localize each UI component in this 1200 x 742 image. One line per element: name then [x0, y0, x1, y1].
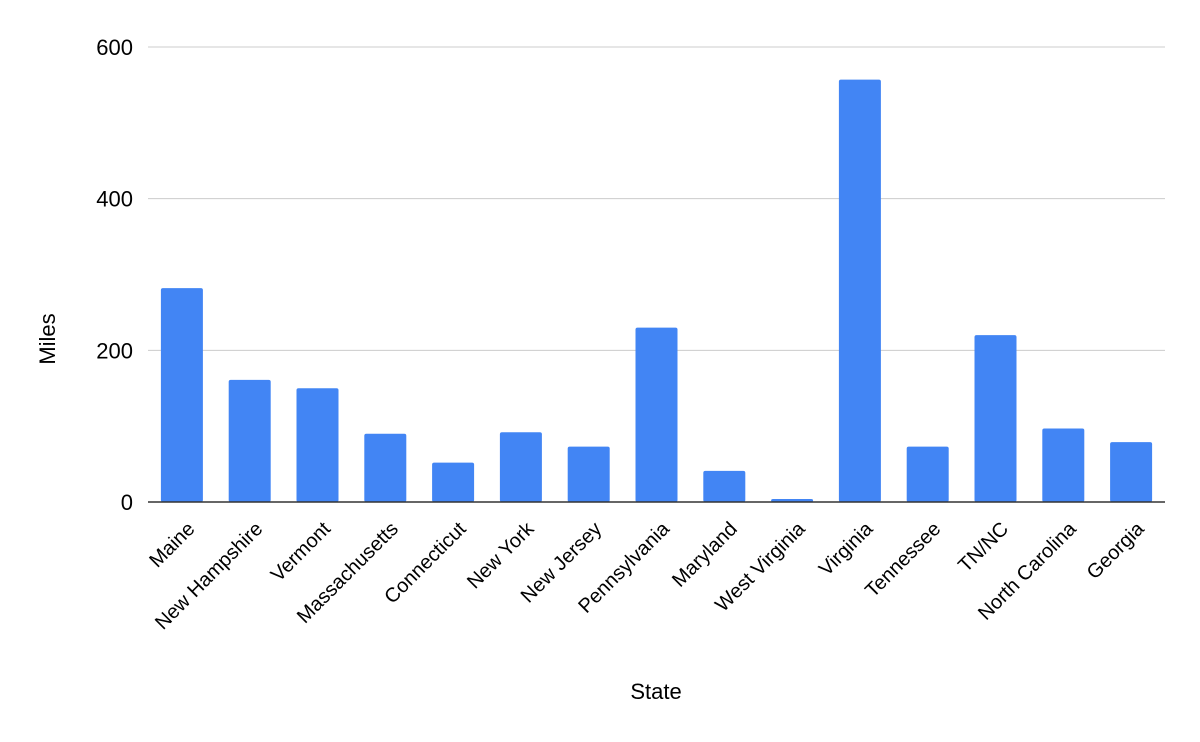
- y-tick-label: 400: [96, 187, 133, 212]
- bar: [906, 446, 949, 502]
- y-axis-ticks: 0 200 400 600: [96, 35, 133, 515]
- bar: [296, 388, 339, 502]
- bar: [771, 498, 814, 502]
- bar: [160, 288, 203, 502]
- bar: [432, 462, 475, 502]
- bar: [635, 327, 678, 502]
- bar: [499, 432, 542, 502]
- bars: [160, 79, 1153, 502]
- bar: [703, 470, 746, 502]
- x-category-label: Georgia: [1083, 517, 1149, 583]
- x-category-label: TN/NC: [954, 518, 1013, 577]
- bar: [974, 335, 1017, 502]
- y-tick-label: 0: [121, 490, 133, 515]
- bar: [228, 379, 271, 502]
- x-category-label: Virginia: [815, 517, 878, 580]
- x-category-label: Maine: [145, 518, 199, 572]
- y-tick-label: 600: [96, 35, 133, 60]
- bar: [1110, 442, 1153, 502]
- bar: [838, 79, 881, 502]
- bar: [1042, 428, 1085, 502]
- y-axis-title: Miles: [35, 313, 60, 364]
- bar: [364, 433, 407, 502]
- gridlines: [148, 46, 1165, 351]
- bar: [567, 446, 610, 502]
- x-category-label: Vermont: [267, 518, 336, 587]
- y-tick-label: 200: [96, 338, 133, 363]
- x-axis-title: State: [630, 679, 681, 704]
